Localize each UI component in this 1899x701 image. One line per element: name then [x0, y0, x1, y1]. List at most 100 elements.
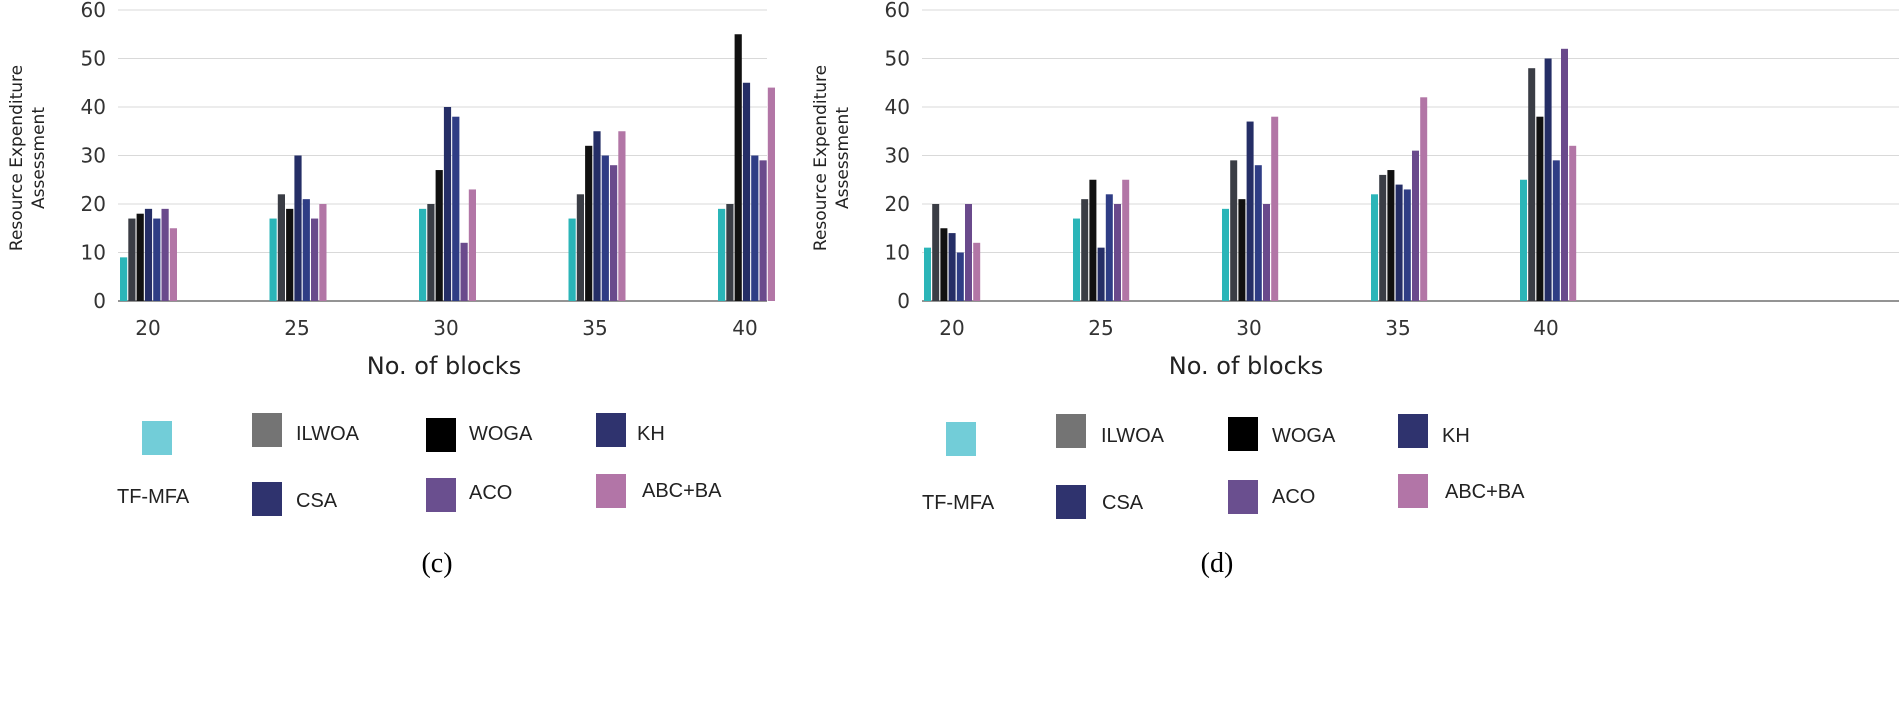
legend-label-aco: ACO	[469, 482, 512, 504]
y-axis-title-line: Assessment	[833, 107, 853, 209]
bar-csa-20	[153, 218, 161, 301]
bar-csa-35	[1403, 189, 1411, 301]
bar-abc-ba-20	[973, 242, 981, 301]
bar-woga-35	[1387, 170, 1395, 301]
bar-woga-25	[1089, 179, 1097, 301]
bar-abc-ba-30	[468, 189, 476, 301]
bar-csa-40	[1552, 160, 1560, 301]
y-tick-label: 40	[885, 95, 910, 119]
bar-csa-30	[452, 116, 460, 301]
bar-ilwoa-25	[1081, 199, 1089, 301]
legend-swatch-tf-mfa	[946, 422, 976, 456]
y-axis-title-line: Resource Expenditure	[811, 65, 831, 251]
bar-csa-25	[302, 199, 310, 301]
x-tick-label: 35	[582, 316, 607, 340]
x-tick-label: 25	[284, 316, 309, 340]
x-tick-label: 35	[1385, 316, 1410, 340]
bar-csa-35	[601, 155, 609, 301]
bar-tf-mfa-35	[1371, 194, 1378, 301]
legend-swatch-csa	[1056, 485, 1086, 519]
y-tick-label: 30	[81, 144, 106, 168]
chart-panel-d: 0 10 20 30 40 50 60 20 25 30 35 40 No. of blocks Reso…	[811, 0, 1899, 579]
bar-kh-35	[1395, 184, 1403, 301]
panel-label: (d)	[1201, 548, 1234, 579]
y-axis-title: Resource Expenditure Assessment	[7, 65, 49, 251]
legend-swatch-ilwoa	[1056, 414, 1086, 448]
y-tick-label: 40	[81, 95, 106, 119]
legend-swatch-woga	[1228, 417, 1258, 451]
bar-kh-40	[742, 82, 751, 301]
legend-swatch-aco	[426, 478, 456, 512]
bar-aco-20	[161, 208, 169, 301]
bar-kh-20	[948, 233, 956, 301]
bar-tf-mfa-20	[120, 257, 128, 301]
bar-aco-35	[610, 165, 618, 301]
legend-label-woga: WOGA	[469, 423, 533, 445]
bar-csa-25	[1105, 194, 1113, 301]
bar-aco-30	[460, 242, 468, 301]
bar-tf-mfa-30	[419, 208, 427, 301]
bar-tf-mfa-25	[1073, 218, 1080, 301]
legend-swatch-abc-ba	[596, 474, 626, 508]
bar-abc-ba-40	[767, 87, 775, 301]
bar-ilwoa-40	[1528, 68, 1536, 301]
bar-abc-ba-35	[618, 131, 626, 301]
chart-panel-c: 0 10 20 30 40 50 60 20 25 30 35 40 No. of blocks Reso…	[7, 0, 775, 579]
y-tick-label: 50	[81, 47, 106, 71]
y-tick-label: 20	[81, 192, 106, 216]
bar-aco-20	[965, 204, 972, 301]
legend-label-kh: KH	[1442, 425, 1470, 447]
bar-ilwoa-30	[1230, 160, 1238, 301]
bar-aco-35	[1412, 150, 1419, 301]
legend-swatch-abc-ba	[1398, 474, 1428, 508]
legend-swatch-aco	[1228, 480, 1258, 514]
x-axis-title: No. of blocks	[1169, 352, 1323, 380]
bar-tf-mfa-40	[718, 208, 726, 301]
bar-tf-mfa-25	[269, 218, 277, 301]
legend-label-ilwoa: ILWOA	[296, 423, 360, 445]
x-tick-label: 20	[939, 316, 964, 340]
legend-label-aco: ACO	[1272, 486, 1315, 508]
bar-ilwoa-35	[1379, 174, 1387, 301]
bar-kh-30	[443, 107, 452, 301]
legend-swatch-kh	[596, 413, 626, 447]
bar-woga-35	[585, 145, 593, 301]
bar-abc-ba-35	[1420, 97, 1428, 301]
legend-label-ilwoa: ILWOA	[1101, 425, 1165, 447]
bar-ilwoa-35	[576, 194, 584, 301]
x-tick-label: 40	[732, 316, 757, 340]
y-tick-label: 0	[93, 289, 106, 313]
bar-woga-30	[435, 170, 443, 301]
bar-csa-40	[751, 155, 759, 301]
y-axis-title: Resource Expenditure Assessment	[811, 65, 853, 251]
y-tick-label: 60	[81, 0, 106, 22]
bar-woga-40	[1536, 116, 1544, 301]
legend-label-abc-ba: ABC+BA	[1445, 481, 1525, 503]
legend-label-woga: WOGA	[1272, 425, 1336, 447]
legend-swatch-tf-mfa	[142, 421, 172, 455]
bar-tf-mfa-20	[924, 247, 931, 301]
legend-swatch-kh	[1398, 414, 1428, 448]
x-axis-title: No. of blocks	[367, 352, 521, 380]
bar-ilwoa-40	[726, 204, 734, 301]
bar-abc-ba-20	[169, 228, 177, 301]
bar-csa-30	[1254, 165, 1262, 301]
y-tick-label: 20	[885, 192, 910, 216]
bar-kh-25	[294, 155, 302, 301]
y-tick-label: 0	[897, 289, 910, 313]
y-axis-title-line: Resource Expenditure	[7, 65, 27, 251]
y-tick-label: 50	[885, 47, 910, 71]
bar-ilwoa-25	[277, 194, 285, 301]
bar-kh-20	[144, 208, 153, 301]
y-tick-label: 10	[885, 241, 910, 265]
legend-label-tf-mfa: TF-MFA	[922, 492, 995, 514]
bar-kh-40	[1544, 58, 1552, 301]
bar-aco-40	[1561, 48, 1568, 301]
y-tick-label: 10	[81, 241, 106, 265]
bar-tf-mfa-30	[1222, 208, 1229, 301]
bar-ilwoa-20	[932, 204, 940, 301]
bar-abc-ba-40	[1569, 145, 1577, 301]
bar-kh-25	[1097, 247, 1105, 301]
bar-abc-ba-25	[1122, 179, 1130, 301]
